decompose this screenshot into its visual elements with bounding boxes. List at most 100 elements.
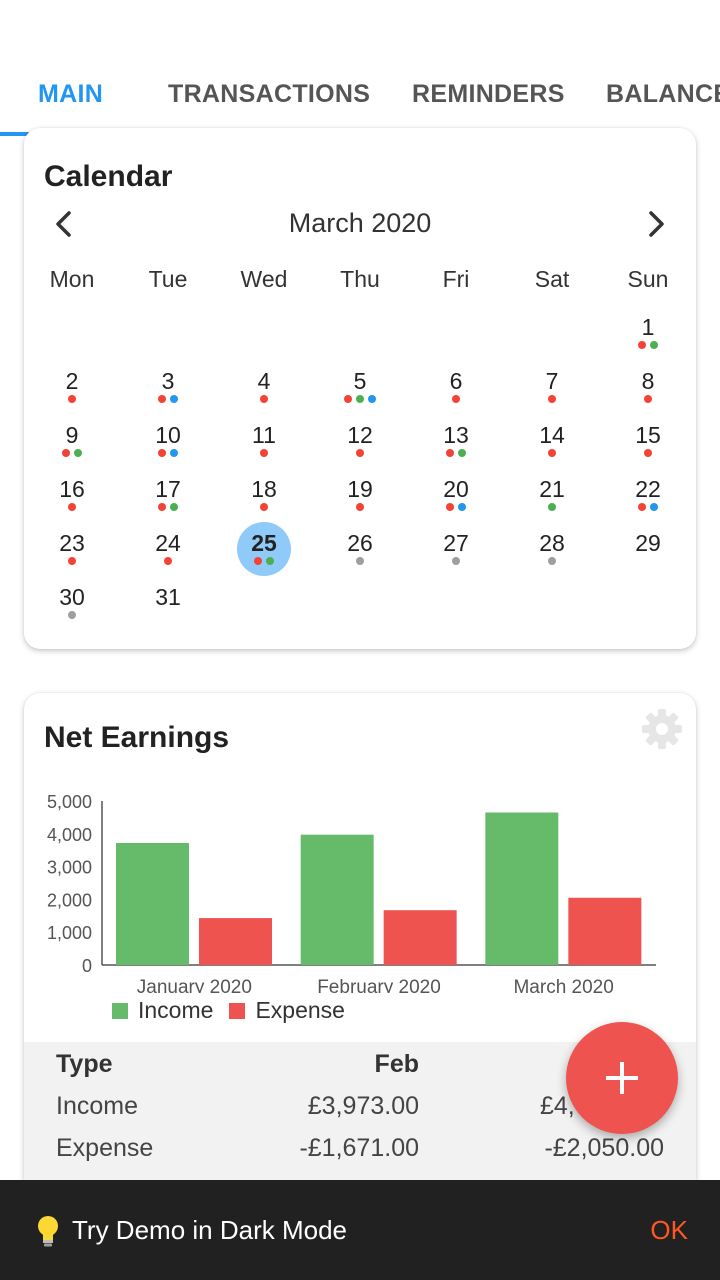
calendar-day-30[interactable]: 30 (24, 576, 120, 630)
tab-main[interactable]: MAIN (38, 80, 104, 108)
calendar-day-6[interactable]: 6 (408, 360, 504, 414)
event-dots (312, 395, 408, 403)
weekday-wed: Wed (240, 266, 288, 292)
weekday-mon: Mon (49, 266, 95, 292)
day-number: 10 (155, 422, 181, 448)
green-event-dot (356, 395, 364, 403)
bar-expense-1 (199, 918, 272, 965)
snackbar: Try Demo in Dark Mode OK (0, 1180, 720, 1280)
event-dots (120, 395, 216, 403)
calendar-day-15[interactable]: 15 (600, 414, 696, 468)
add-transaction-button[interactable] (566, 1022, 678, 1134)
calendar-day-20[interactable]: 20 (408, 468, 504, 522)
blue-event-dot (170, 449, 178, 457)
event-dots (312, 503, 408, 511)
snackbar-ok-button[interactable]: OK (650, 1215, 688, 1245)
event-dots (408, 557, 504, 565)
red-event-dot (62, 449, 70, 457)
calendar-day-8[interactable]: 8 (600, 360, 696, 414)
day-number: 19 (347, 476, 373, 502)
header-feb: Feb (374, 1050, 419, 1078)
y-tick-label: 4,000 (47, 825, 92, 845)
green-event-dot (458, 449, 466, 457)
previous-month-button[interactable] (46, 204, 82, 244)
status-bar (0, 0, 720, 48)
calendar-day-16[interactable]: 16 (24, 468, 120, 522)
gray-event-dot (548, 557, 556, 565)
net-earnings-title: Net Earnings (44, 721, 230, 754)
calendar-day-10[interactable]: 10 (120, 414, 216, 468)
calendar-day-22[interactable]: 22 (600, 468, 696, 522)
calendar-day-11[interactable]: 11 (216, 414, 312, 468)
calendar-day-2[interactable]: 2 (24, 360, 120, 414)
legend-income: Income (112, 997, 213, 1024)
red-event-dot (260, 503, 268, 511)
lightbulb-icon (38, 1216, 58, 1247)
green-event-dot (548, 503, 556, 511)
next-month-button[interactable] (638, 204, 674, 244)
calendar-day-19[interactable]: 19 (312, 468, 408, 522)
calendar-day-23[interactable]: 23 (24, 522, 120, 576)
tab-balance[interactable]: BALANCE (606, 80, 720, 108)
calendar-day-25[interactable]: 25 (216, 522, 312, 576)
calendar-day-29[interactable]: 29 (600, 522, 696, 576)
net-earnings-chart: 0 1,000 2,000 3,000 4,000 5,000 January 2020 Fe… (47, 792, 656, 993)
chevron-right-icon (649, 211, 664, 237)
month-label: March 2020 (288, 208, 432, 238)
calendar-day-24[interactable]: 24 (120, 522, 216, 576)
y-tick-label: 1,000 (47, 923, 92, 943)
event-dots (216, 503, 312, 511)
calendar-day-14[interactable]: 14 (504, 414, 600, 468)
day-number: 8 (641, 368, 655, 394)
event-dots (600, 449, 696, 457)
calendar-day-12[interactable]: 12 (312, 414, 408, 468)
gear-icon (642, 709, 682, 749)
day-number: 5 (353, 368, 367, 394)
chart-legend: Income Expense (112, 997, 361, 1024)
calendar-day-27[interactable]: 27 (408, 522, 504, 576)
red-event-dot (638, 341, 646, 349)
bar-expense-3 (568, 897, 642, 965)
event-dots (216, 557, 312, 565)
row-expense-feb: -£1,671.00 (299, 1134, 419, 1162)
calendar-day-1[interactable]: 1 (600, 306, 696, 360)
y-tick-label: 5,000 (47, 792, 92, 812)
tab-transactions[interactable]: TRANSACTIONS (168, 80, 371, 108)
weekday-fri: Fri (442, 266, 470, 292)
event-dots (408, 503, 504, 511)
legend-income-label: Income (138, 997, 214, 1023)
calendar-day-3[interactable]: 3 (120, 360, 216, 414)
plus-icon (606, 1062, 638, 1094)
bar-income-3 (485, 812, 559, 965)
red-event-dot (254, 557, 262, 565)
day-number: 1 (641, 314, 655, 340)
blue-event-dot (170, 395, 178, 403)
tab-bar: MAIN TRANSACTIONS REMINDERS BALANCE (0, 48, 720, 138)
event-dots (24, 557, 120, 565)
calendar-day-28[interactable]: 28 (504, 522, 600, 576)
calendar-day-26[interactable]: 26 (312, 522, 408, 576)
event-dots (216, 449, 312, 457)
red-event-dot (158, 503, 166, 511)
red-event-dot (158, 395, 166, 403)
calendar-day-17[interactable]: 17 (120, 468, 216, 522)
day-number: 16 (59, 476, 85, 502)
calendar-day-18[interactable]: 18 (216, 468, 312, 522)
weekday-sat: Sat (534, 266, 570, 292)
day-number: 21 (539, 476, 565, 502)
calendar-day-9[interactable]: 9 (24, 414, 120, 468)
calendar-day-31[interactable]: 31 (120, 576, 216, 630)
calendar-day-13[interactable]: 13 (408, 414, 504, 468)
chevron-left-icon (56, 211, 71, 237)
row-expense-type: Expense (56, 1134, 154, 1162)
blue-event-dot (368, 395, 376, 403)
calendar-day-4[interactable]: 4 (216, 360, 312, 414)
calendar-day-21[interactable]: 21 (504, 468, 600, 522)
settings-button[interactable] (640, 707, 684, 751)
tab-reminders[interactable]: REMINDERS (412, 80, 565, 108)
red-event-dot (356, 503, 364, 511)
calendar-day-5[interactable]: 5 (312, 360, 408, 414)
calendar-day-7[interactable]: 7 (504, 360, 600, 414)
red-event-dot (68, 557, 76, 565)
green-event-dot (170, 503, 178, 511)
